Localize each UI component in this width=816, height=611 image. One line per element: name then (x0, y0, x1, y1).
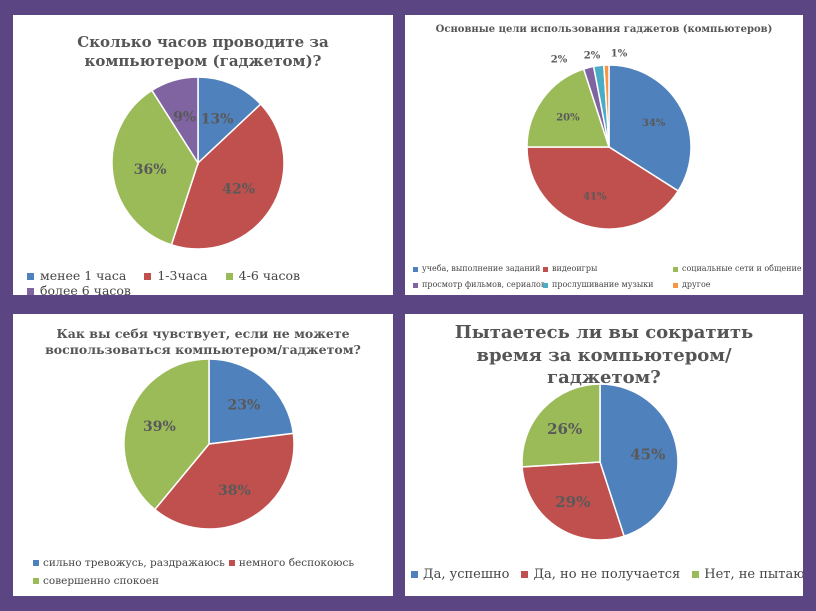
legend-swatch (225, 273, 233, 280)
data-label-6: 1% (611, 49, 628, 60)
data-label-1: 45% (630, 446, 665, 464)
legend-swatch (144, 273, 152, 280)
legend-label: Нет, не пытаюсь (704, 567, 803, 582)
chart-panel-feelings: Как вы себя чувствует, если не можете во… (13, 314, 393, 596)
pie-slice-1 (599, 383, 679, 538)
pie-chart-hours: 13% 42% 36% 9% (111, 76, 285, 250)
legend-swatch (33, 560, 39, 566)
legend-item-2: видеоигры (543, 261, 673, 277)
pie-slice-2 (526, 146, 680, 230)
chart-panel-hours: Сколько часов проводите за компьютером (… (13, 15, 393, 295)
legend-item-2: немного беспокоюсь (228, 554, 355, 572)
legend-swatch (673, 266, 678, 272)
data-label-3: 39% (143, 419, 176, 435)
legend-swatch (673, 282, 678, 288)
legend-label: более 6 часов (40, 283, 131, 295)
pie-slice-2 (153, 432, 295, 530)
legend-item-3: 4-6 часов (225, 268, 301, 283)
legend-item-4: более 6 часов (27, 283, 131, 295)
data-label-3: 26% (547, 420, 582, 438)
legend-swatch (543, 266, 548, 272)
legend-item-1: учеба, выполнение заданий (413, 261, 543, 277)
pie-slice-1 (197, 76, 262, 165)
legend-item-6: другое (673, 277, 803, 293)
data-label-4: 9% (173, 110, 196, 126)
chart-title: Как вы себя чувствует, если не можете во… (45, 326, 361, 357)
legend-swatch (543, 282, 548, 288)
data-label-2: 42% (222, 182, 255, 198)
chart-legend: сильно тревожусь, раздражаюсь немного бес… (33, 554, 373, 590)
chart-legend: менее 1 часа 1-3часа 4-6 часов более 6 часо… (27, 268, 393, 295)
legend-label: совершенно спокоен (43, 575, 159, 587)
pie-slice-4 (150, 76, 199, 166)
legend-item-3: социальные сети и общение (673, 261, 803, 277)
legend-label: просмотр фильмов, сериалов (422, 280, 546, 289)
data-label-2: 41% (583, 191, 607, 202)
legend-item-4: просмотр фильмов, сериалов (413, 277, 546, 293)
chart-title: Пытаетесь ли вы сократить время за компь… (454, 322, 754, 388)
legend-item-1: менее 1 часа (27, 268, 126, 283)
pie-chart-reduce: 45% 29% 26% (521, 383, 679, 541)
legend-label: Да, но не получается (533, 567, 681, 582)
data-label-5: 2% (584, 51, 601, 62)
data-label-3: 36% (134, 162, 167, 178)
chart-legend: Да, успешно Да, но не получается Нет, не п… (411, 567, 803, 582)
pie-chart-feelings: 23% 38% 39% (123, 358, 295, 530)
data-label-4: 2% (551, 55, 568, 66)
legend-swatch (692, 571, 700, 578)
data-label-1: 23% (228, 397, 261, 413)
legend-label: 4-6 часов (238, 268, 301, 283)
legend-item-5: прослушивание музыки (543, 277, 673, 293)
legend-label: сильно тревожусь, раздражаюсь (43, 557, 225, 569)
legend-item-3: совершенно спокоен (33, 572, 159, 590)
chart-panel-reduce: Пытаетесь ли вы сократить время за компь… (405, 314, 803, 596)
legend-swatch (413, 266, 418, 272)
legend-label: другое (682, 280, 711, 289)
data-label-1: 13% (201, 112, 234, 128)
pie-chart-purposes: 34% 41% 20% 2% 2% 1% (526, 49, 692, 230)
legend-swatch (33, 578, 39, 584)
legend-swatch (411, 571, 418, 578)
legend-label: социальные сети и общение (682, 264, 802, 273)
chart-panel-purposes: Основные цели использования гаджетов (ко… (405, 15, 803, 295)
legend-swatch (521, 571, 529, 578)
legend-label: менее 1 часа (40, 268, 127, 283)
legend-item-1: сильно тревожусь, раздражаюсь (33, 554, 225, 572)
chart-title: Сколько часов проводите за компьютером (… (77, 33, 329, 70)
legend-swatch (413, 282, 418, 288)
data-label-2: 38% (218, 483, 251, 499)
chart-legend: учеба, выполнение заданий видеоигры социал… (413, 261, 803, 293)
legend-swatch (228, 560, 235, 566)
pie-slice-3 (521, 383, 601, 468)
data-label-1: 34% (642, 118, 666, 129)
pie-slice-2 (521, 461, 626, 541)
legend-label: учеба, выполнение заданий (422, 264, 541, 273)
legend-label: прослушивание музыки (552, 280, 654, 289)
legend-item-2: 1-3часа (144, 268, 208, 283)
legend-label: видеоигры (552, 264, 598, 273)
legend-label: Да, успешно (423, 567, 510, 582)
pie-slice-2 (170, 103, 285, 250)
pie-slice-1 (208, 358, 295, 445)
legend-swatch (27, 273, 34, 280)
pie-slice-3 (526, 68, 611, 148)
pie-slice-3 (111, 89, 199, 246)
data-label-2: 29% (555, 493, 590, 511)
chart-title: Основные цели использования гаджетов (ко… (435, 24, 773, 35)
data-label-3: 20% (556, 113, 580, 124)
legend-label: немного беспокоюсь (238, 557, 355, 569)
pie-slice-3 (123, 358, 210, 511)
legend-swatch (27, 288, 34, 295)
legend-item-3: Нет, не пытаюсь (692, 567, 803, 582)
legend-label: 1-3часа (157, 268, 208, 283)
pie-slice-6 (603, 64, 610, 148)
legend-item-1: Да, успешно (411, 567, 509, 582)
legend-item-2: Да, но не получается (521, 567, 680, 582)
